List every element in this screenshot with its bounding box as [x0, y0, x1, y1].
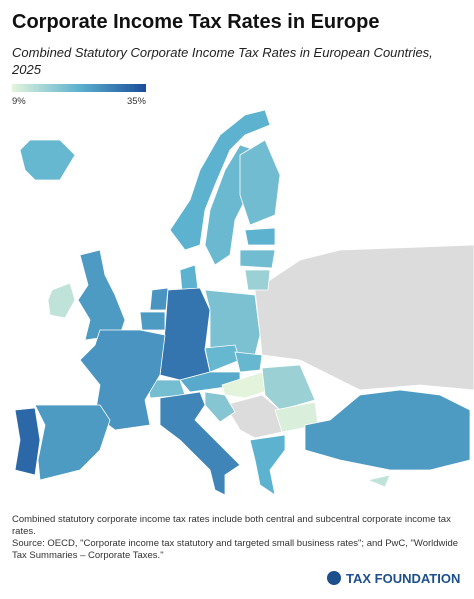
country — [159, 287, 211, 381]
country — [149, 287, 169, 311]
country — [159, 391, 241, 496]
country — [366, 474, 391, 488]
country — [14, 407, 41, 476]
note: Combined statutory corporate income tax … — [12, 514, 451, 537]
title: Corporate Income Tax Rates in Europe — [12, 11, 380, 33]
country — [244, 269, 271, 291]
logo: TAX FOUNDATION — [346, 571, 460, 586]
logo-icon — [327, 571, 341, 585]
no-data-countries — [224, 244, 474, 439]
country — [261, 364, 316, 411]
country — [204, 344, 241, 373]
country — [47, 282, 76, 319]
country — [304, 389, 471, 471]
country — [79, 329, 166, 431]
subtitle-box: Combined Statutory Corporate Income Tax … — [12, 45, 433, 77]
country — [221, 371, 271, 399]
country — [239, 139, 281, 226]
subtitle: Combined Statutory Corporate Income Tax … — [12, 45, 433, 77]
legend-min: 9% — [12, 96, 26, 107]
eastern-europe — [254, 244, 474, 391]
country — [169, 109, 271, 251]
source: Source: OECD, "Corporate income tax stat… — [12, 538, 459, 561]
country — [234, 351, 263, 373]
country — [77, 249, 126, 341]
country — [19, 139, 76, 181]
country — [239, 249, 276, 269]
country — [204, 391, 236, 423]
country — [34, 404, 111, 481]
country — [139, 311, 166, 331]
country — [244, 227, 276, 246]
country — [249, 434, 286, 496]
legend-max: 35% — [127, 96, 147, 107]
notes-box: Combined statutory corporate income tax … — [12, 514, 459, 561]
legend-bar — [12, 84, 146, 92]
